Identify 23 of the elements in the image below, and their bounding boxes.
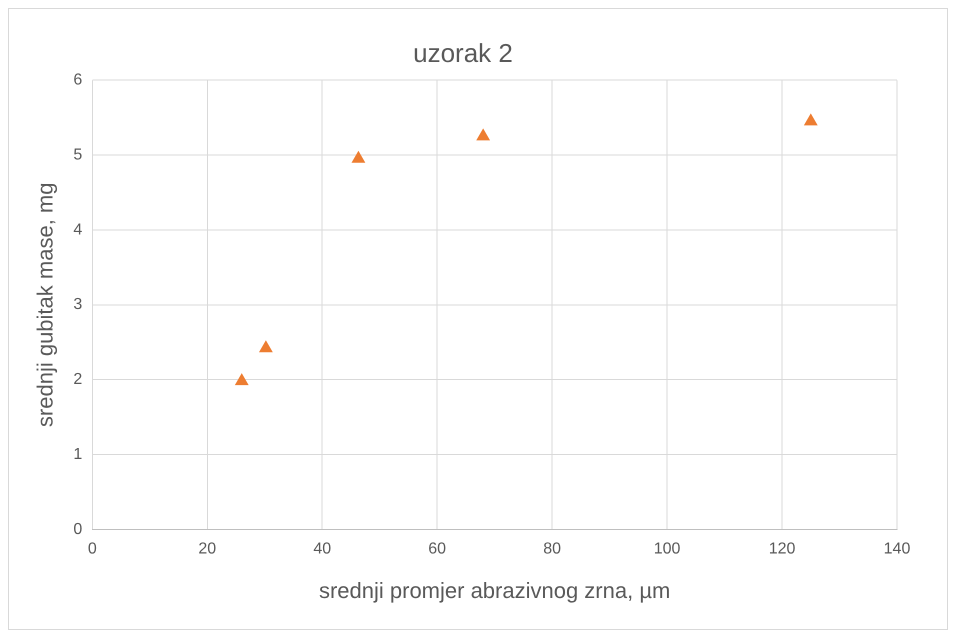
chart-title: uzorak 2: [413, 38, 513, 68]
y-tick-label: 6: [73, 72, 82, 89]
y-axis-title: srednji gubitak mase, mg: [32, 182, 58, 428]
y-tick-label: 3: [73, 296, 82, 314]
y-tick-label: 5: [73, 146, 82, 164]
y-tick-label: 4: [73, 221, 82, 238]
point: [351, 150, 366, 163]
x-tick-label: 20: [198, 540, 216, 558]
x-axis-title: srednji promjer abrazivnog zrna, µm: [318, 578, 670, 603]
x-tick-label: 60: [428, 540, 446, 558]
x-tick-label: 80: [543, 540, 562, 558]
point: [476, 128, 490, 140]
x-tick-label: 100: [654, 540, 681, 558]
y-tick-label: 2: [73, 371, 82, 388]
point: [258, 340, 273, 352]
x-tick-label: 120: [768, 540, 796, 558]
x-tick-label: 40: [313, 540, 332, 558]
point: [804, 113, 818, 126]
x-tick-label: 0: [88, 540, 97, 558]
y-tick-label: 1: [73, 446, 82, 463]
y-tick-label: 0: [73, 520, 82, 538]
point: [234, 373, 249, 386]
x-tick-label: 140: [884, 540, 910, 558]
